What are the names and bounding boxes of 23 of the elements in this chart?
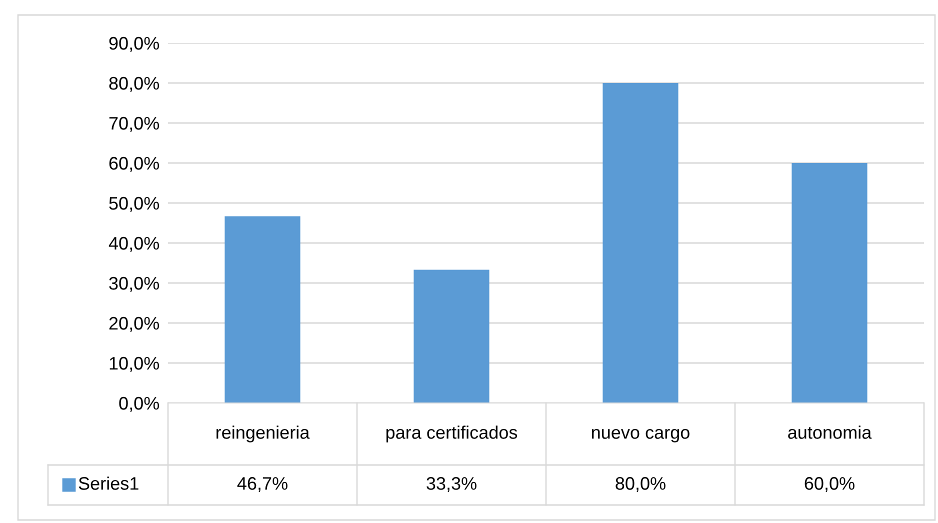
- y-tick-label: 40,0%: [108, 236, 160, 252]
- x-tick-label: para certificados: [386, 426, 518, 442]
- data-label: 33,3%: [426, 477, 476, 492]
- data-label: 46,7%: [237, 477, 288, 492]
- bar: [414, 270, 490, 403]
- y-tick-label: 70,0%: [109, 116, 160, 132]
- x-tick-label: reingenieria: [216, 426, 310, 442]
- y-tick-label: 0,0%: [119, 396, 160, 412]
- y-tick-label: 10,0%: [110, 356, 160, 372]
- y-tick-label: 30,0%: [109, 276, 160, 292]
- y-tick-label: 60,0%: [109, 156, 160, 172]
- bar: [792, 163, 868, 403]
- y-tick-label: 20,0%: [109, 316, 160, 332]
- bar: [602, 83, 678, 403]
- data-label: 60,0%: [804, 477, 854, 492]
- data-label: 80,0%: [616, 477, 666, 492]
- y-tick-label: 80,0%: [109, 76, 160, 92]
- x-tick-label: nuevo cargo: [592, 428, 690, 442]
- y-tick-label: 50,0%: [109, 196, 160, 212]
- x-tick-label: autonomia: [788, 426, 872, 439]
- y-tick-label: 90,0%: [109, 36, 160, 52]
- bar: [224, 216, 300, 403]
- legend-label: Series1: [78, 476, 138, 490]
